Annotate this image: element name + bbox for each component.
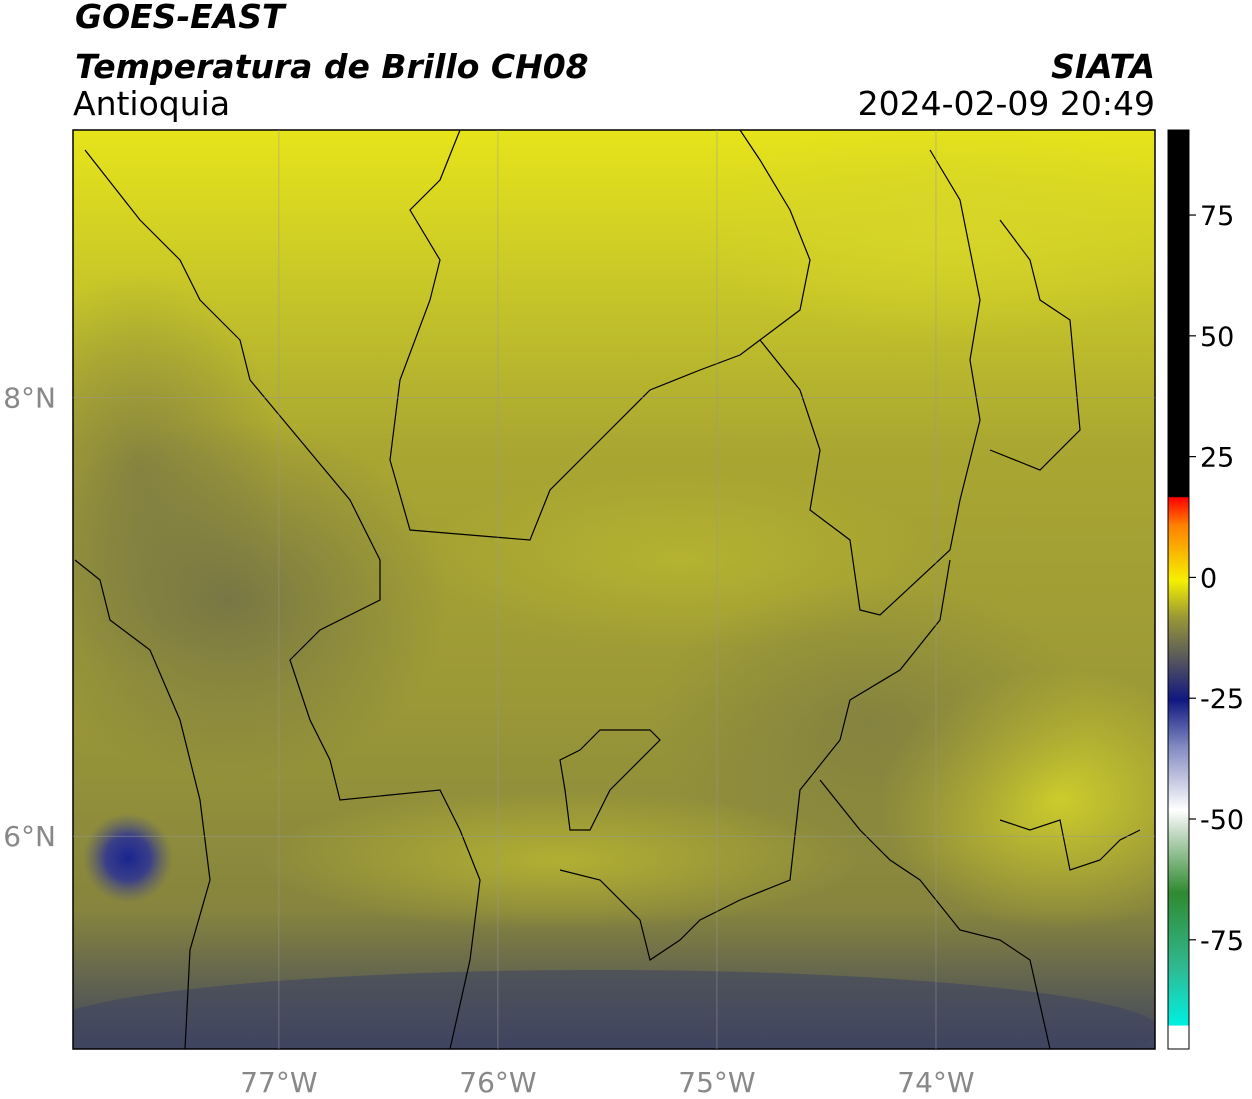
x-tick-label: 74°W bbox=[897, 1066, 974, 1099]
colorbar-tick-label: 25 bbox=[1200, 443, 1234, 474]
colorbar-tick-label: -50 bbox=[1200, 805, 1244, 836]
map-image bbox=[73, 130, 1155, 1049]
colorbar-tick-label: 75 bbox=[1200, 201, 1234, 232]
region: Antioquia bbox=[73, 84, 230, 123]
x-tick-label: 77°W bbox=[240, 1066, 317, 1099]
colorbar-tick-label: -25 bbox=[1200, 684, 1244, 715]
y-tick-label: 8°N bbox=[3, 382, 56, 415]
x-tick-label: 76°W bbox=[459, 1066, 536, 1099]
colorbar-tick-label: 50 bbox=[1200, 322, 1234, 353]
colorbar bbox=[1167, 129, 1190, 1050]
x-tick-label: 75°W bbox=[678, 1066, 755, 1099]
title: GOES-EAST bbox=[75, 0, 287, 36]
source: SIATA bbox=[1051, 47, 1155, 86]
datetime: 2024-02-09 20:49 bbox=[858, 84, 1155, 123]
map-frame bbox=[72, 129, 1156, 1050]
subtitle: Temperatura de Brillo CH08 bbox=[75, 47, 589, 86]
colorbar-tick-label: -75 bbox=[1200, 926, 1244, 957]
y-tick-label: 6°N bbox=[3, 820, 56, 853]
colorbar-tick-label: 0 bbox=[1200, 563, 1217, 594]
